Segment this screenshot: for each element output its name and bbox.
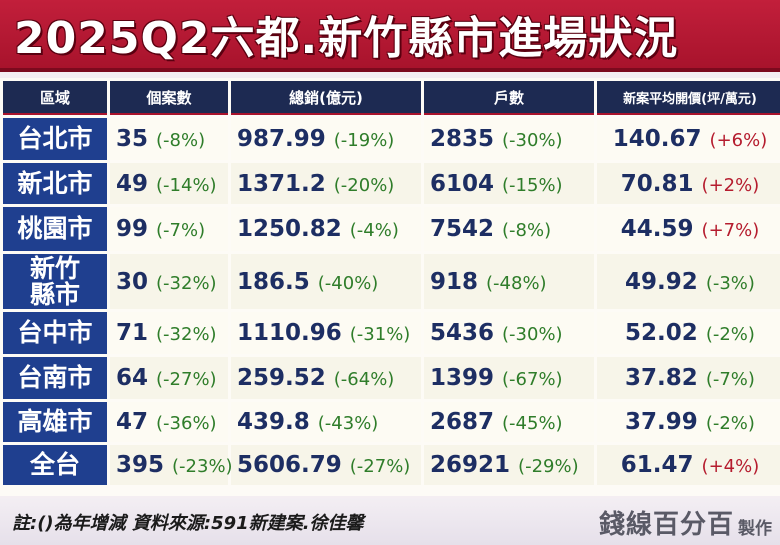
footer-note: 註:()為年增減 資料來源:591新建案.徐佳馨 bbox=[12, 512, 364, 534]
price-value: 44.59 bbox=[620, 216, 694, 242]
sales-change: (-27%) bbox=[349, 456, 411, 477]
cases-value: 64 bbox=[116, 365, 149, 391]
price-change: (-2%) bbox=[705, 413, 755, 434]
cases-change: (-32%) bbox=[156, 272, 217, 294]
footer-bar: 註:()為年增減 資料來源:591新建案.徐佳馨 錢線百分百 製作 bbox=[0, 498, 780, 545]
cases-change: (-36%) bbox=[156, 413, 217, 434]
cases-change: (-8%) bbox=[156, 130, 206, 151]
broadcaster-logo: 錢線百分百 製作 bbox=[599, 504, 772, 541]
units-value: 918 bbox=[430, 268, 479, 295]
table-row: 新北市 49 (-14%) 1371.2 (-20%) 6104 (-15%) … bbox=[3, 163, 780, 204]
sales-change: (-43%) bbox=[317, 413, 379, 434]
title-bar: 2025Q2六都.新竹縣市進場狀況 bbox=[0, 0, 780, 72]
table-row: 全台 395 (-23%) 5606.79 (-27%) 26921 (-29%… bbox=[3, 445, 780, 485]
cases-value: 35 bbox=[116, 126, 149, 152]
table-row: 台南市 64 (-27%) 259.52 (-64%) 1399 (-67%) … bbox=[3, 357, 780, 399]
data-table: 區域 個案數 總銷(億元) 戶數 新案平均開價(坪/萬元) 台北市 35 (-8… bbox=[0, 78, 780, 488]
price-change: (+7%) bbox=[701, 220, 760, 241]
table-row: 台中市 71 (-32%) 1110.96 (-31%) 5436 (-30%)… bbox=[3, 312, 780, 354]
price-change: (-3%) bbox=[705, 272, 755, 294]
sales-value: 186.5 bbox=[237, 268, 310, 295]
page-title: 2025Q2六都.新竹縣市進場狀況 bbox=[14, 13, 679, 64]
units-change: (-15%) bbox=[502, 174, 563, 196]
price-value: 52.02 bbox=[625, 320, 698, 346]
cases-change: (-14%) bbox=[156, 174, 217, 196]
table-row: 桃園市 99 (-7%) 1250.82 (-4%) 7542 (-8%) 44… bbox=[3, 207, 780, 251]
data-table-container: 區域 個案數 總銷(億元) 戶數 新案平均開價(坪/萬元) 台北市 35 (-8… bbox=[0, 78, 780, 496]
cases-value: 71 bbox=[116, 320, 149, 346]
table-row: 高雄市 47 (-36%) 439.8 (-43%) 2687 (-45%) 3… bbox=[3, 402, 780, 442]
sales-change: (-40%) bbox=[317, 272, 379, 294]
sales-change: (-19%) bbox=[333, 130, 395, 151]
region-label: 新北市 bbox=[3, 163, 107, 204]
units-change: (-48%) bbox=[486, 272, 547, 294]
cases-change: (-23%) bbox=[172, 456, 233, 477]
cases-value: 30 bbox=[116, 268, 149, 295]
sales-value: 259.52 bbox=[237, 365, 326, 391]
cases-change: (-7%) bbox=[156, 220, 206, 241]
region-label: 桃園市 bbox=[3, 207, 107, 251]
region-label: 全台 bbox=[3, 445, 107, 485]
region-label: 台南市 bbox=[3, 357, 107, 399]
units-value: 2687 bbox=[430, 409, 495, 435]
units-change: (-67%) bbox=[502, 369, 563, 390]
units-change: (-30%) bbox=[502, 130, 563, 151]
sales-change: (-4%) bbox=[349, 220, 399, 241]
units-value: 6104 bbox=[430, 170, 495, 197]
units-value: 1399 bbox=[430, 365, 495, 391]
header-sales: 總銷(億元) bbox=[231, 81, 421, 115]
sales-change: (-20%) bbox=[333, 174, 395, 196]
region-label: 台中市 bbox=[3, 312, 107, 354]
units-change: (-45%) bbox=[502, 413, 563, 434]
header-price: 新案平均開價(坪/萬元) bbox=[597, 81, 780, 115]
price-value: 37.82 bbox=[625, 365, 698, 391]
units-change: (-29%) bbox=[518, 456, 579, 477]
price-change: (+4%) bbox=[701, 456, 760, 477]
header-units: 戶數 bbox=[424, 81, 594, 115]
logo-subtext: 製作 bbox=[738, 519, 772, 539]
sales-change: (-64%) bbox=[333, 369, 395, 390]
cases-change: (-32%) bbox=[156, 324, 217, 345]
sales-value: 987.99 bbox=[237, 126, 326, 152]
header-region: 區域 bbox=[3, 81, 107, 115]
price-value: 37.99 bbox=[625, 409, 698, 435]
units-value: 7542 bbox=[430, 216, 495, 242]
sales-value: 439.8 bbox=[237, 409, 310, 435]
cases-value: 99 bbox=[116, 216, 149, 242]
region-label: 新竹縣市 bbox=[3, 254, 107, 309]
price-value: 140.67 bbox=[612, 126, 702, 152]
sales-value: 1110.96 bbox=[237, 320, 342, 346]
cases-value: 47 bbox=[116, 409, 149, 435]
table-header-row: 區域 個案數 總銷(億元) 戶數 新案平均開價(坪/萬元) bbox=[3, 81, 780, 115]
table-row: 台北市 35 (-8%) 987.99 (-19%) 2835 (-30%) 1… bbox=[3, 118, 780, 160]
price-value: 61.47 bbox=[620, 452, 694, 478]
region-label: 高雄市 bbox=[3, 402, 107, 442]
sales-change: (-31%) bbox=[349, 324, 411, 345]
price-change: (+2%) bbox=[701, 174, 760, 196]
sales-value: 5606.79 bbox=[237, 452, 342, 478]
table-row: 新竹縣市 30 (-32%) 186.5 (-40%) 918 (-48%) 4… bbox=[3, 254, 780, 309]
price-value: 49.92 bbox=[625, 268, 698, 295]
region-label: 台北市 bbox=[3, 118, 107, 160]
units-change: (-8%) bbox=[502, 220, 552, 241]
cases-value: 395 bbox=[116, 452, 165, 478]
price-value: 70.81 bbox=[620, 170, 694, 197]
units-value: 5436 bbox=[430, 320, 495, 346]
units-value: 26921 bbox=[430, 452, 511, 478]
units-value: 2835 bbox=[430, 126, 495, 152]
header-cases: 個案數 bbox=[110, 81, 228, 115]
sales-value: 1250.82 bbox=[237, 216, 342, 242]
cases-value: 49 bbox=[116, 170, 149, 197]
logo-text: 錢線百分百 bbox=[598, 510, 734, 540]
price-change: (-2%) bbox=[705, 324, 755, 345]
sales-value: 1371.2 bbox=[237, 170, 326, 197]
cases-change: (-27%) bbox=[156, 369, 217, 390]
price-change: (+6%) bbox=[709, 130, 768, 151]
price-change: (-7%) bbox=[705, 369, 755, 390]
units-change: (-30%) bbox=[502, 324, 563, 345]
